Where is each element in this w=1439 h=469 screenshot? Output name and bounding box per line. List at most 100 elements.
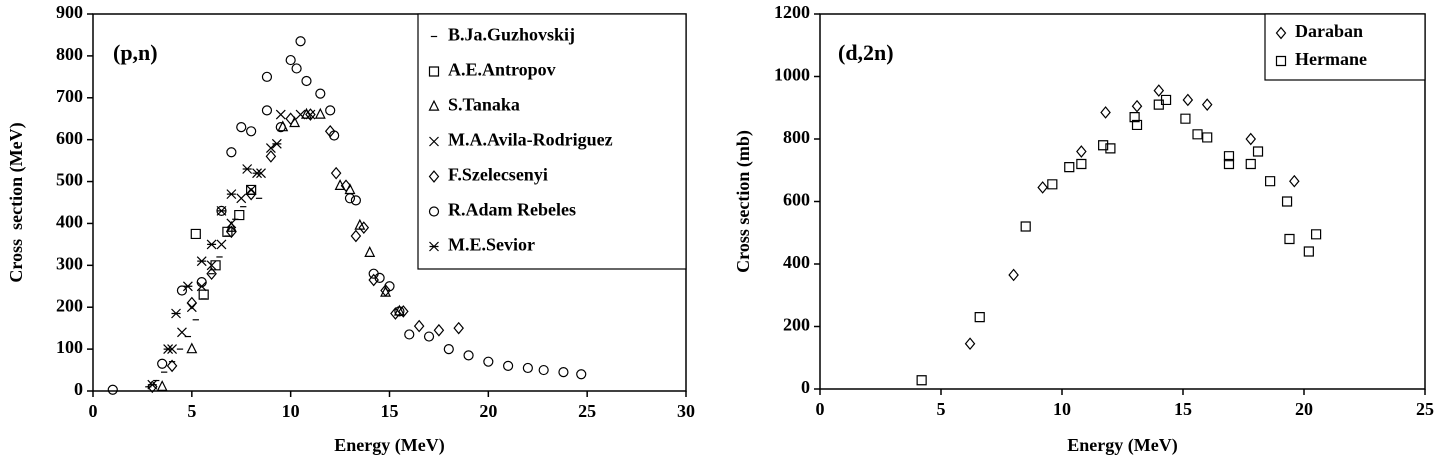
y-tick-label: 0: [801, 377, 810, 397]
data-point: [1131, 119, 1143, 131]
data-point: [1153, 84, 1165, 97]
y-axis-label: Cross section (mb): [733, 130, 754, 273]
data-point: [502, 360, 514, 371]
x-tick-label: 25: [1416, 399, 1434, 419]
legend-label: B.Ja.Guzhovskij: [448, 25, 575, 45]
data-point: [216, 205, 227, 216]
data-point: [245, 187, 257, 201]
x-tick-label: 10: [1053, 399, 1071, 419]
data-point: [1131, 99, 1143, 113]
data-point: [1202, 132, 1213, 143]
legend-marker: [428, 206, 440, 217]
data-point: [576, 369, 587, 380]
data-point: [166, 359, 178, 373]
x-tick-label: 30: [677, 401, 695, 421]
x-tick-label: 15: [1174, 399, 1192, 419]
annotation: (d,2n): [838, 40, 894, 65]
annotation: (p,n): [113, 40, 158, 65]
data-point: [974, 312, 985, 323]
data-point: [398, 305, 409, 318]
x-tick-label: 10: [282, 401, 300, 421]
legend-label: M.A.Avila-Rodriguez: [448, 130, 613, 150]
legend-marker: [429, 136, 439, 147]
legend-box: [1264, 13, 1426, 81]
data-point: [301, 75, 312, 87]
data-point: [1245, 158, 1256, 170]
data-point: [305, 108, 316, 121]
x-axis-label: Energy (MeV): [1067, 435, 1177, 456]
data-point: [1076, 145, 1087, 158]
data-point: [206, 260, 217, 271]
data-point: [246, 126, 257, 137]
data-point: [384, 281, 395, 292]
data-point: [157, 358, 168, 369]
y-tick-label: 400: [783, 252, 810, 272]
legend-label: Hermane: [1295, 49, 1367, 69]
legend-label: F.Szelecsenyi: [448, 165, 548, 185]
data-point: [368, 273, 379, 287]
data-point: [242, 164, 253, 174]
x-tick-label: 20: [1295, 399, 1313, 419]
data-point: [1076, 158, 1087, 170]
data-point: [236, 122, 247, 133]
legend-label: Daraban: [1295, 21, 1363, 41]
data-point: [1265, 176, 1276, 187]
data-point: [265, 150, 277, 163]
data-point: [1153, 99, 1164, 110]
data-point: [315, 88, 326, 99]
data-point: [156, 380, 168, 392]
data-point: [558, 367, 569, 378]
data-point: [196, 256, 207, 267]
data-point: [1100, 106, 1111, 119]
data-point: [206, 267, 217, 281]
data-point: [1182, 93, 1194, 107]
legend-marker: [428, 99, 440, 111]
data-point: [225, 220, 237, 232]
x-tick-label: 0: [816, 399, 825, 419]
y-tick-label: 700: [56, 86, 83, 106]
data-point: [329, 130, 340, 141]
data-point: [177, 327, 187, 338]
data-point: [198, 289, 209, 300]
y-tick-label: 300: [56, 253, 83, 273]
data-point: [285, 112, 296, 126]
legend-marker: [1275, 26, 1287, 40]
data-point: [176, 285, 188, 296]
data-point: [271, 138, 282, 149]
data-point: [190, 228, 201, 240]
y-tick-label: 800: [56, 44, 83, 64]
data-point: [186, 296, 198, 310]
legend-marker: [1275, 55, 1287, 67]
data-point: [226, 189, 237, 200]
data-point: [443, 344, 454, 355]
data-point: [394, 306, 405, 317]
data-point: [380, 284, 391, 297]
y-tick-label: 100: [56, 337, 83, 357]
data-point: [265, 143, 276, 153]
data-point: [275, 122, 286, 133]
y-tick-label: 1000: [774, 65, 810, 85]
data-point: [236, 193, 247, 204]
data-point: [404, 329, 415, 340]
data-point: [252, 168, 262, 179]
data-point: [522, 362, 533, 374]
data-point: [314, 107, 326, 119]
data-point: [163, 344, 174, 355]
y-tick-label: 800: [783, 127, 810, 147]
data-point: [1252, 146, 1264, 157]
data-point: [275, 109, 286, 120]
data-point: [1284, 233, 1295, 245]
data-point: [261, 105, 273, 116]
data-point: [350, 229, 362, 243]
data-point: [216, 239, 227, 250]
data-point: [291, 63, 302, 74]
data-point: [364, 246, 376, 257]
data-point: [325, 105, 336, 116]
data-point: [1037, 181, 1048, 194]
data-point: [1289, 174, 1300, 188]
data-point: [261, 71, 273, 82]
legend-marker: [428, 170, 440, 183]
data-point: [171, 308, 181, 319]
x-tick-label: 5: [937, 399, 946, 419]
